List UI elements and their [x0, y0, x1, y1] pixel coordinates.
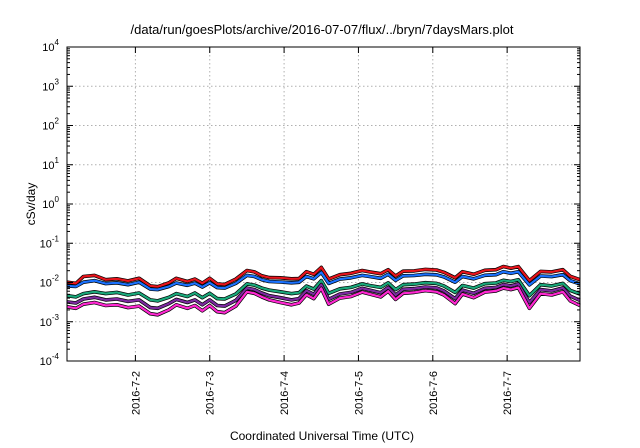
y-tick-label: 10-3 — [40, 313, 60, 329]
x-axis-label: Coordinated Universal Time (UTC) — [230, 429, 414, 443]
y-tick-label: 10-4 — [40, 352, 60, 368]
x-tick-label: 2016-7-6 — [428, 371, 440, 415]
series-group — [66, 264, 581, 317]
series-line-4 — [66, 282, 581, 310]
x-tick-label: 2016-7-7 — [502, 371, 514, 415]
y-tick-label: 100 — [42, 195, 59, 211]
y-axis-label: cSv/day — [24, 183, 38, 226]
y-tick-label: 10-1 — [40, 234, 60, 250]
y-tick-label: 104 — [42, 38, 59, 54]
x-axis: 2016-7-2 2016-7-3 2016-7-4 2016-7-5 2016-7-6… — [130, 47, 514, 415]
y-tick-label: 102 — [42, 117, 59, 133]
y-tick-label: 10-2 — [40, 274, 60, 290]
series-line-5 — [66, 286, 581, 316]
series-line-3 — [66, 278, 581, 302]
grid — [67, 47, 580, 361]
y-tick-label: 101 — [42, 156, 59, 172]
series-line-1 — [66, 265, 581, 288]
x-tick-label: 2016-7-2 — [130, 371, 142, 415]
x-tick-label: 2016-7-3 — [205, 371, 217, 415]
y-axis: 10-4 10-3 10-2 10-1 100 101 102 103 104 — [40, 38, 580, 368]
series-line-2 — [66, 270, 581, 291]
x-tick-label: 2016-7-5 — [353, 371, 365, 415]
x-tick-label: 2016-7-4 — [279, 371, 291, 415]
y-tick-label: 103 — [42, 77, 59, 93]
chart-title: /data/run/goesPlots/archive/2016-07-07/f… — [131, 22, 514, 37]
